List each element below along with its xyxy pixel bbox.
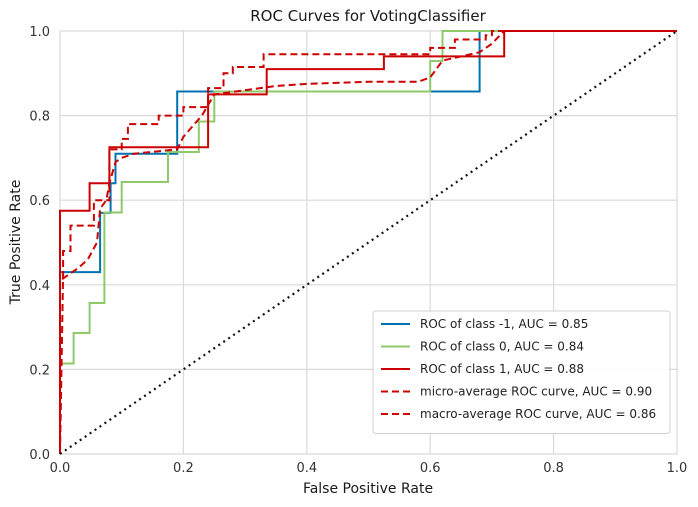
series-group: [59, 30, 678, 455]
x-axis-label: False Positive Rate: [303, 481, 433, 497]
series-line-3: [59, 30, 677, 455]
legend-entry: ROC of class 0, AUC = 0.84: [420, 340, 584, 354]
legend-entry: micro-average ROC curve, AUC = 0.90: [420, 385, 652, 399]
x-tick-label: 1.0: [667, 461, 688, 476]
x-tick-label: 0.2: [173, 461, 194, 476]
x-tick-label: 0.0: [50, 461, 71, 476]
series-line-2: [59, 30, 677, 454]
y-tick-label: 0.8: [29, 110, 50, 125]
series-line-0: [59, 30, 677, 454]
legend-entry: ROC of class 1, AUC = 0.88: [420, 362, 584, 376]
legend: ROC of class -1, AUC = 0.85 ROC of class …: [372, 310, 671, 434]
y-tick-label: 1.0: [29, 25, 50, 40]
y-tick-label: 0.6: [29, 194, 50, 209]
x-tick-label: 0.6: [420, 461, 441, 476]
y-axis-label: True Positive Rate: [8, 180, 24, 306]
legend-box: [372, 310, 671, 434]
tick-labels: 0.0 0.2 0.4 0.6 0.8 1.0 0.0 0.2 0.4 0.6 0.8 1.0: [29, 25, 687, 476]
chart-title: ROC Curves for VotingClassifier: [250, 7, 486, 25]
series-line-4: [59, 30, 677, 454]
legend-entry: macro-average ROC curve, AUC = 0.86: [420, 407, 656, 421]
y-tick-label: 0.4: [29, 279, 50, 294]
y-tick-label: 0.2: [29, 363, 50, 378]
x-tick-label: 0.8: [543, 461, 564, 476]
legend-entry: ROC of class -1, AUC = 0.85: [420, 317, 588, 331]
x-tick-label: 0.4: [296, 461, 317, 476]
y-tick-label: 0.0: [29, 448, 50, 463]
